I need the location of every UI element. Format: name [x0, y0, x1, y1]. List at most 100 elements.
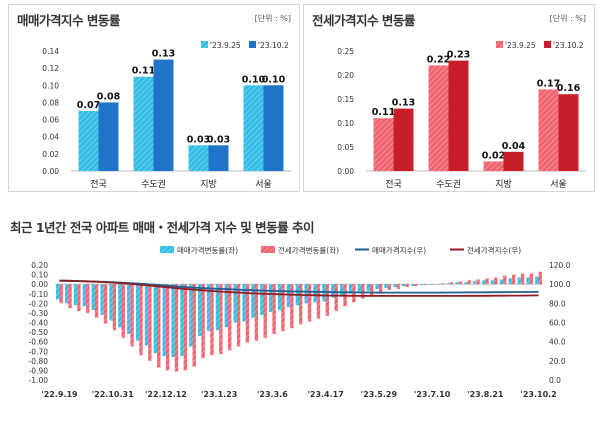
jeonse-category-label: 수도권 [436, 178, 461, 190]
trend-y-right-tick: 20.0 [549, 357, 566, 366]
trend-bar [455, 282, 459, 285]
trend-bar [219, 284, 223, 355]
jeonse-bar [503, 151, 524, 171]
trend-bar [263, 284, 267, 338]
trend-bar [189, 284, 193, 347]
trend-x-tick: '23.5.29 [361, 390, 398, 399]
trend-bar [236, 284, 241, 347]
trend-x-tick: '22.10.31 [92, 390, 134, 399]
trend-bar [281, 284, 285, 332]
jeonse-bar [483, 161, 504, 171]
trend-y-left-tick: -0.10 [29, 290, 49, 299]
trend-y-right-tick: 0.0 [549, 376, 561, 385]
trend-bar [538, 271, 542, 285]
sale-y-tick: 0.12 [42, 64, 59, 73]
trend-bar [419, 284, 424, 286]
trend-x-tick: '23.3.6 [257, 390, 288, 399]
trend-bar [174, 284, 179, 372]
jeonse-bar-value: 0.13 [392, 98, 415, 109]
trend-bar [526, 277, 530, 285]
trend-bar [464, 282, 468, 285]
sale-y-tick: 0.04 [42, 133, 59, 142]
jeonse-index-line [59, 279, 539, 297]
trend-bar [437, 284, 441, 285]
jeonse-bar [393, 108, 414, 171]
trend-bar [517, 277, 521, 285]
trend-bar [121, 284, 125, 338]
trend-chart: 매매가격변동률(좌) 전세가격변동률(좌) 매매가격지수(우) 전세가격지수(우) 0.… [29, 245, 571, 399]
trend-bar [432, 284, 436, 285]
trend-bar [325, 284, 329, 316]
sale-bar-value: 0.03 [207, 134, 230, 145]
trend-bar [68, 284, 72, 309]
trend-bar [73, 284, 78, 306]
sale-category-label: 수도권 [141, 178, 166, 190]
sale-bar-value: 0.03 [187, 134, 210, 145]
trend-bar [162, 284, 166, 357]
trend-bar [316, 284, 321, 319]
trend-bar [86, 284, 90, 313]
trend-bar [269, 284, 273, 312]
trend-bar [348, 284, 353, 294]
sale-legend-swatch [201, 41, 208, 48]
trend-y-left-tick: -0.80 [29, 357, 49, 366]
trend-bar [339, 284, 344, 297]
trend-bar [393, 284, 397, 288]
trend-bar [118, 284, 122, 328]
jeonse-bar-value: 0.02 [482, 150, 505, 161]
trend-y-right-tick: 60.0 [549, 319, 566, 328]
jeonse-change-panel: 전세가격지수 변동률 [단위 : %] '23.9.25 '23.10.2 0.00… [303, 4, 595, 192]
trend-bar [334, 284, 338, 311]
trend-bar [499, 279, 504, 285]
trend-bar [481, 280, 486, 285]
trend-y-left-tick: 0.00 [31, 280, 48, 289]
sale-y-tick: 0.06 [42, 116, 59, 125]
jeonse-panel-title: 전세가격지수 변동률 [312, 13, 415, 28]
trend-bar [476, 279, 480, 285]
trend-bar [77, 284, 81, 311]
trend-bar [405, 284, 409, 288]
trend-y-left-tick: 0.20 [31, 261, 48, 270]
jeonse-unit-label: [단위 : %] [549, 14, 586, 23]
trend-y-left-tick: -0.90 [29, 366, 49, 375]
sale-unit-label: [단위 : %] [254, 14, 291, 23]
trend-y-left-tick: -0.20 [29, 299, 49, 308]
sale-bar-value: 0.07 [77, 100, 100, 111]
jeonse-bar-value: 0.17 [537, 78, 560, 89]
jeonse-y-tick: 0.15 [337, 95, 354, 104]
trend-bar [201, 284, 205, 358]
sale-bar-value: 0.10 [262, 74, 286, 85]
trend-bar [313, 284, 317, 303]
trend-y-left-tick: 0.10 [31, 271, 48, 280]
trend-x-tick: '22.12.12 [145, 390, 187, 399]
trend-bar [139, 284, 143, 356]
trend-bar [511, 274, 516, 285]
trend-bar [446, 283, 450, 285]
trend-bar [192, 284, 196, 367]
jeonse-bar-value: 0.22 [427, 54, 450, 65]
trend-bar [490, 280, 495, 285]
jeonse-legend-swatch [496, 41, 503, 48]
trend-bar [503, 275, 507, 285]
trend-bar [272, 284, 276, 334]
trend-bar [148, 284, 152, 361]
trend-bar [260, 284, 264, 315]
trend-bar [286, 284, 291, 308]
sale-legend-swatch [249, 41, 256, 48]
trend-legend-label: 매매가격변동률(좌) [177, 245, 238, 255]
jeonse-change-chart: '23.9.25 '23.10.2 0.00 0.05 0.10 0.15 0.20 0.25… [337, 41, 586, 190]
sale-y-tick: 0.00 [42, 167, 59, 176]
trend-bar [100, 284, 104, 315]
trend-bar [82, 284, 87, 307]
trend-y-left-tick: -0.70 [29, 347, 49, 356]
trend-bar [428, 284, 433, 285]
trend-bar [153, 284, 158, 354]
trend-y-left-tick: -1.00 [29, 376, 49, 385]
jeonse-bar-value: 0.23 [447, 50, 470, 61]
trend-y-right-tick: 80.0 [549, 299, 566, 308]
trend-bar [396, 284, 400, 289]
trend-bar [357, 284, 362, 293]
jeonse-y-tick: 0.05 [337, 143, 354, 152]
trend-bar [378, 284, 383, 294]
sale-category-label: 지방 [200, 179, 217, 190]
